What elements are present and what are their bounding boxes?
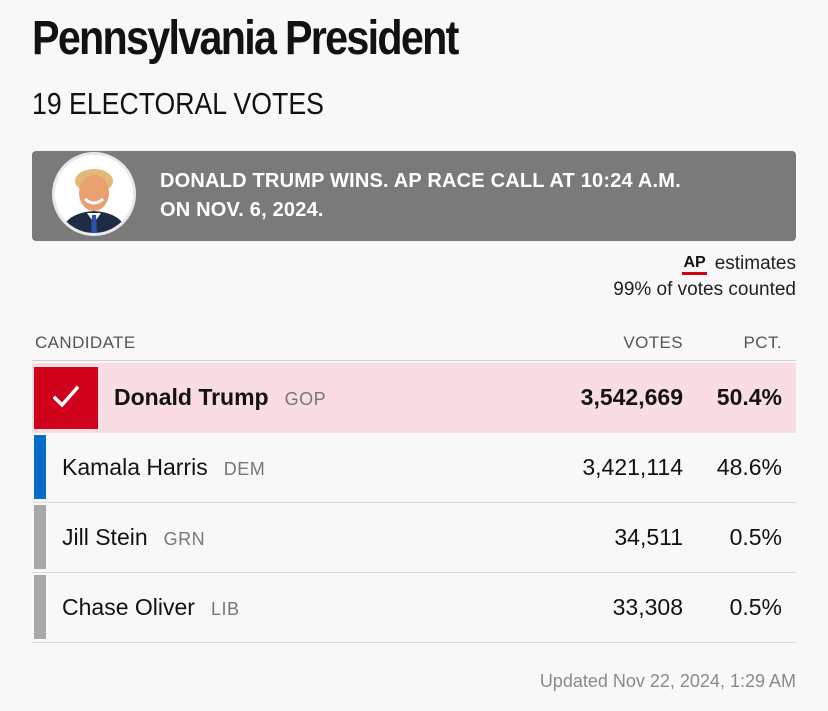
- results-row-harris: Kamala Harris DEM 3,421,114 48.6%: [32, 433, 796, 503]
- race-call-line-1: DONALD TRUMP WINS. AP RACE CALL AT 10:24…: [160, 170, 681, 192]
- candidate-pct: 50.4%: [716, 384, 782, 410]
- candidate-avatar: [52, 152, 136, 236]
- candidate-votes: 3,421,114: [582, 454, 683, 480]
- race-call-line-2: ON NOV. 6, 2024.: [160, 199, 324, 221]
- candidate-votes: 34,511: [614, 524, 683, 550]
- party-color-bar: [34, 435, 46, 499]
- results-row-trump: Donald Trump GOP 3,542,669 50.4%: [32, 363, 796, 433]
- votes-counted: 99% of votes counted: [613, 279, 796, 300]
- ap-logo: AP: [682, 254, 707, 275]
- source-info: AP estimates 99% of votes counted: [613, 251, 796, 303]
- page-title: Pennsylvania President: [32, 12, 459, 65]
- candidate-name-text: Donald Trump: [114, 384, 269, 410]
- results-row-oliver: Chase Oliver LIB 33,308 0.5%: [32, 573, 796, 643]
- candidate-votes: 3,542,669: [580, 384, 683, 410]
- page-subtitle: 19 ELECTORAL VOTES: [32, 86, 324, 121]
- candidate-pct: 0.5%: [729, 594, 782, 620]
- candidate-name: Jill Stein GRN: [62, 523, 205, 553]
- race-call-text: DONALD TRUMP WINS. AP RACE CALL AT 10:24…: [160, 167, 780, 225]
- candidate-name: Donald Trump GOP: [114, 383, 326, 413]
- candidate-name-text: Chase Oliver: [62, 594, 195, 620]
- winner-check-box: [34, 367, 98, 429]
- candidate-party: GOP: [284, 389, 327, 409]
- candidate-name-text: Kamala Harris: [62, 454, 208, 480]
- estimates-label: estimates: [714, 253, 796, 274]
- candidate-photo: [55, 155, 133, 233]
- source-estimates: AP estimates: [613, 251, 796, 277]
- party-color-bar: [34, 505, 46, 569]
- column-header-candidate: CANDIDATE: [35, 333, 136, 352]
- check-icon: [53, 385, 79, 408]
- updated-timestamp: Updated Nov 22, 2024, 1:29 AM: [539, 671, 796, 691]
- column-header-votes: VOTES: [623, 333, 683, 352]
- candidate-name-text: Jill Stein: [62, 524, 148, 550]
- candidate-name: Kamala Harris DEM: [62, 453, 265, 483]
- results-row-stein: Jill Stein GRN 34,511 0.5%: [32, 503, 796, 573]
- results-table-header: CANDIDATE VOTES PCT.: [32, 328, 796, 361]
- party-color-bar: [34, 575, 46, 639]
- candidate-party: LIB: [210, 599, 240, 619]
- candidate-pct: 0.5%: [729, 524, 782, 550]
- candidate-pct: 48.6%: [716, 454, 782, 480]
- candidate-party: DEM: [223, 459, 266, 479]
- candidate-party: GRN: [163, 529, 206, 549]
- candidate-votes: 33,308: [612, 594, 683, 620]
- race-call-banner: DONALD TRUMP WINS. AP RACE CALL AT 10:24…: [32, 151, 796, 241]
- candidate-name: Chase Oliver LIB: [62, 593, 239, 623]
- column-header-pct: PCT.: [743, 333, 782, 352]
